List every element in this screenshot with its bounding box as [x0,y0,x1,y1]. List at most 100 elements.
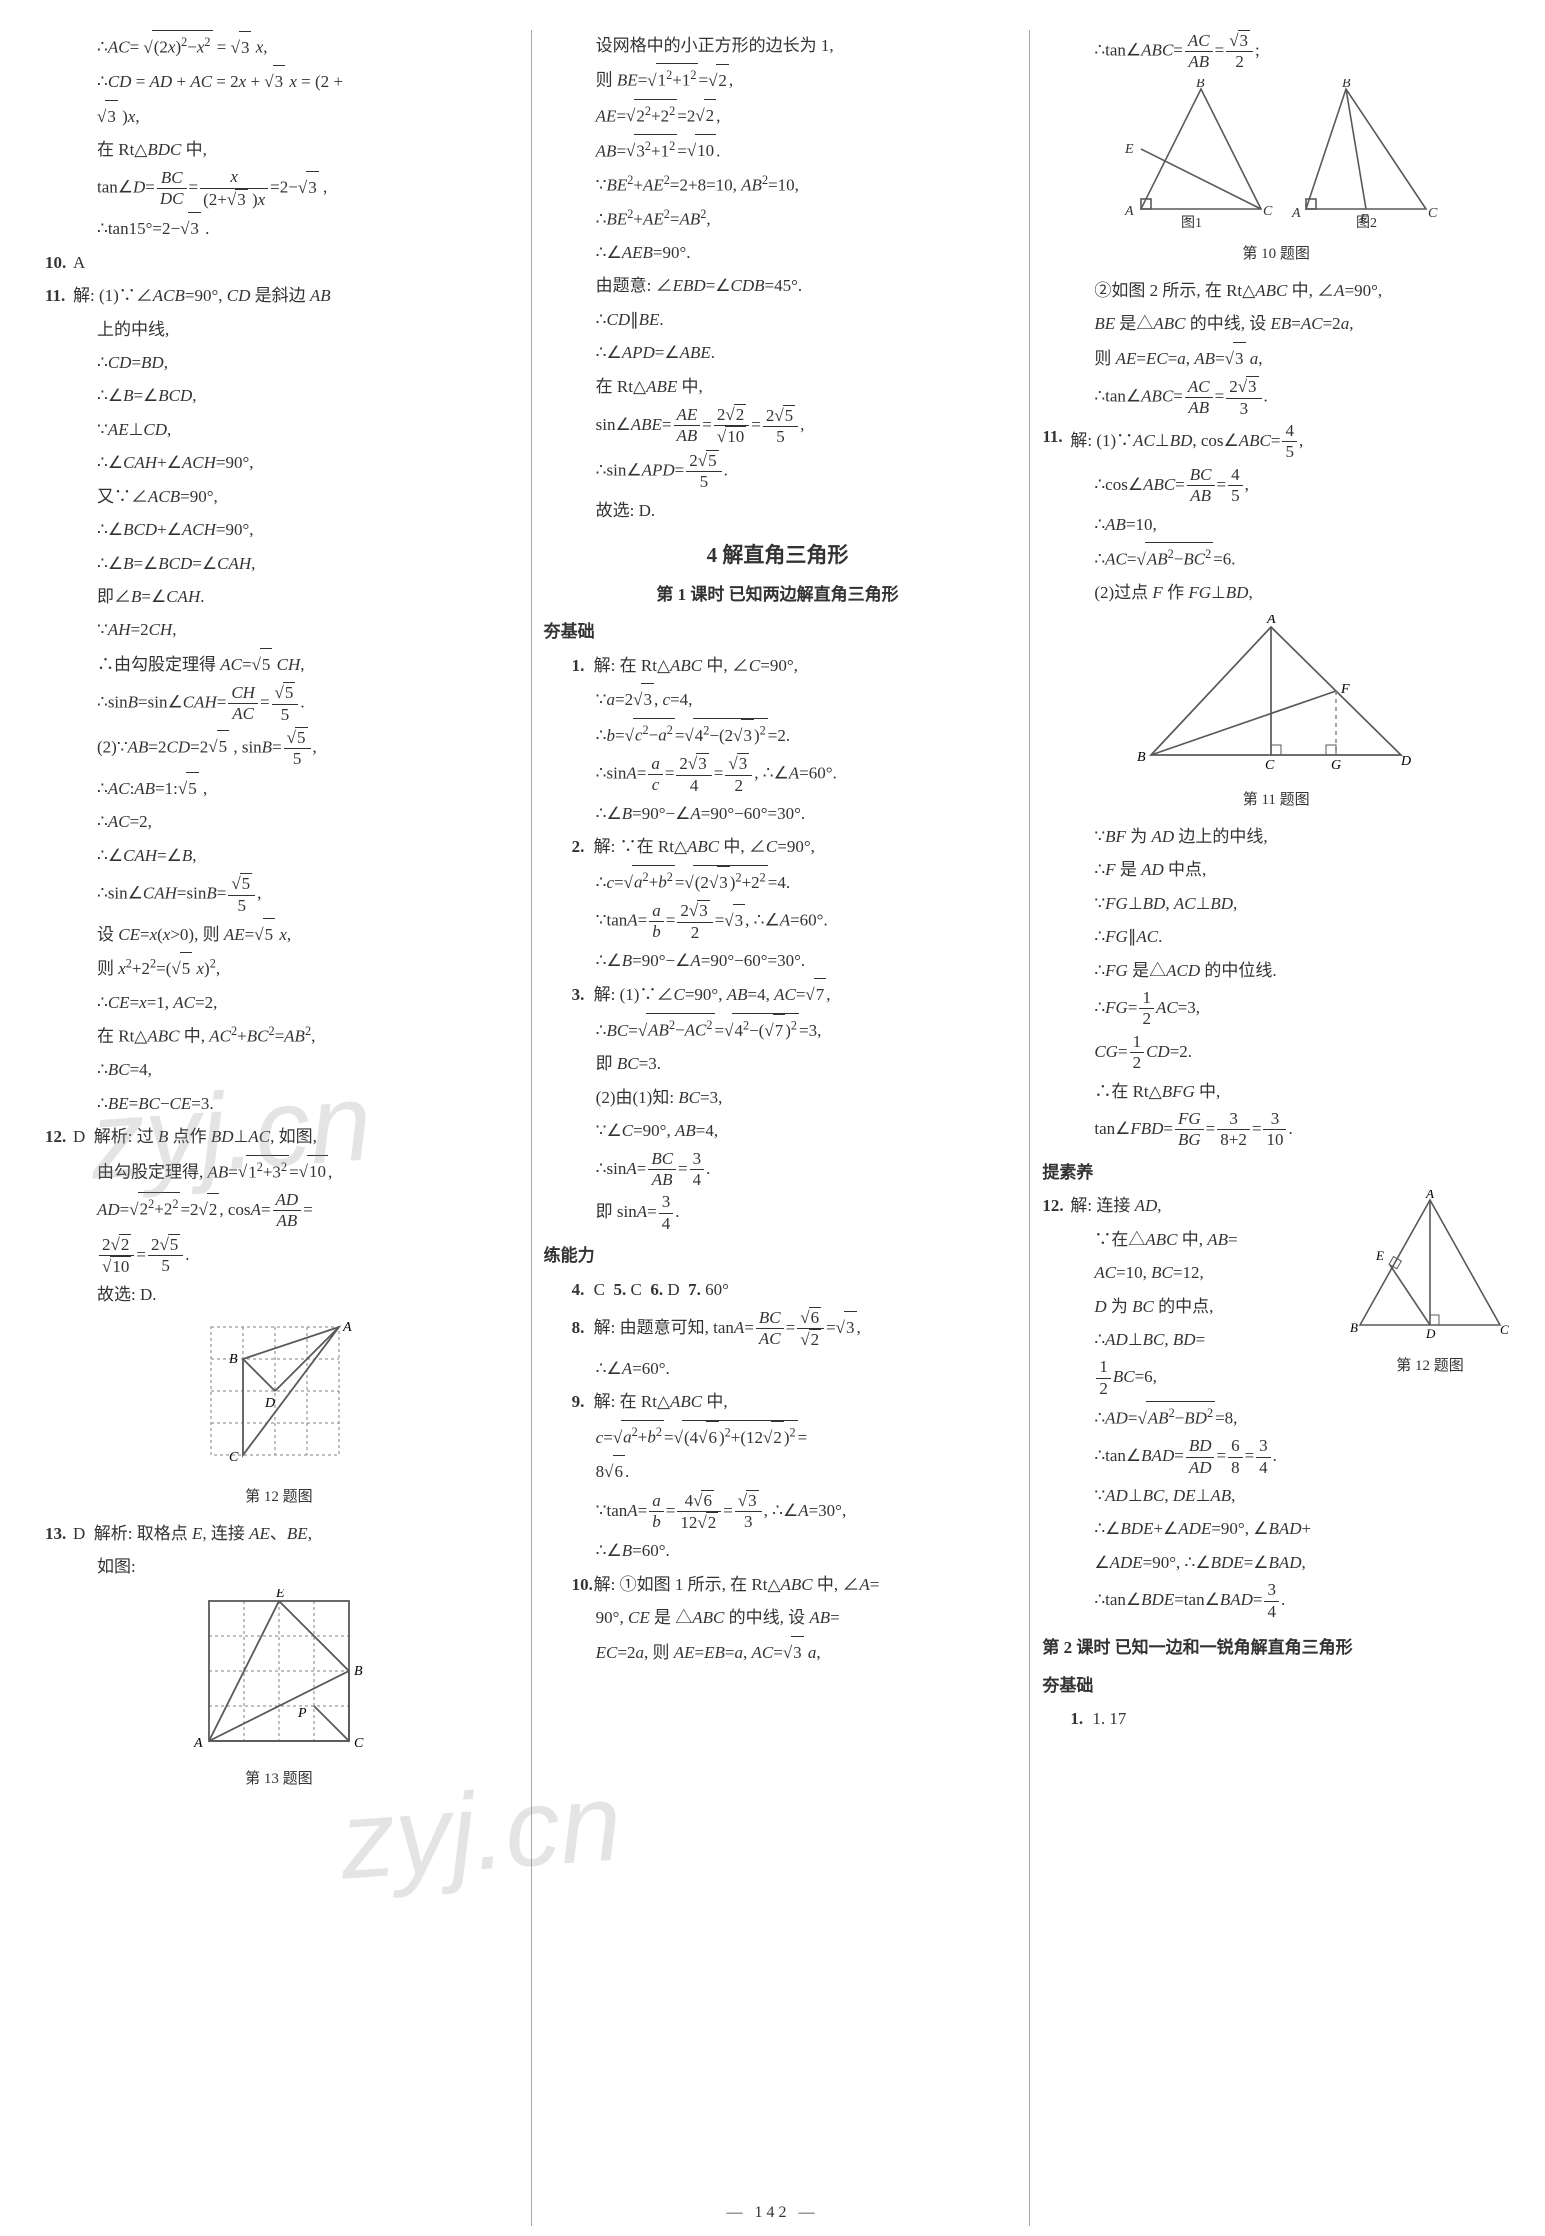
text-line: ∵FG⊥BD, AC⊥BD, [1042,888,1510,919]
text-line: ∴BC=√AB2−AC2=√42−(√7)2=3, [544,1013,1012,1046]
figure-caption: 第 10 题图 [1042,241,1510,269]
text-line: ∴BE=BC−CE=3. [45,1088,513,1119]
svg-text:C: C [354,1736,364,1751]
text-line: ∴FG∥AC. [1042,921,1510,952]
text-line: ∴∠BCD+∠ACH=90°, [45,514,513,545]
text-line: (2)过点 F 作 FG⊥BD, [1042,577,1510,608]
text-line: ∴∠BDE+∠ADE=90°, ∠BAD+ [1042,1513,1510,1544]
svg-text:A: A [342,1320,352,1335]
text-line: ∴∠B=90°−∠A=90°−60°=30°. [544,798,1012,829]
text-line: 1.1. 17 [1042,1703,1510,1734]
subhead: 夯基础 [544,616,1012,647]
text-line: ②如图 2 所示, 在 Rt△ABC 中, ∠A=90°, [1042,275,1510,306]
text-line: 90°, CE 是 △ABC 的中线, 设 AB= [544,1602,1012,1633]
text-line: 12BC=6, [1042,1357,1344,1399]
text-line: 3.解: (1)∵∠C=90°, AB=4, AC=√7, [544,978,1012,1010]
svg-text:图2: 图2 [1356,216,1377,229]
text-line: √3 )x, [45,100,513,132]
text-line: ∵AE⊥CD, [45,414,513,445]
text-line: 2.解: ∵在 Rt△ABC 中, ∠C=90°, [544,831,1012,862]
text-line: 故选: D. [544,495,1012,526]
text-line: 1.解: 在 Rt△ABC 中, ∠C=90°, [544,650,1012,681]
text-line: ∴由勾股定理得 AC=√5 CH, [45,648,513,680]
text-line: 12. D 解析: 过 B 点作 BD⊥AC, 如图, [45,1121,513,1152]
text-line: 设 CE=x(x>0), 则 AE=√5 x, [45,918,513,950]
item-number: 3. [572,979,594,1010]
text-line: ∴sinA=ac=2√34=√32, ∴∠A=60°. [544,753,1012,796]
text-line: 8.解: 由题意可知, tanA=BCAC=√6√2=√3, [544,1307,1012,1351]
text-line: (2)∵AB=2CD=2√5 , sinB=√55, [45,727,513,770]
svg-text:C: C [1428,206,1438,221]
text-line: 9.解: 在 Rt△ABC 中, [544,1386,1012,1417]
text-line: 由勾股定理得, AB=√12+32=√10, [45,1155,513,1188]
item-number: 1. [572,650,594,681]
figure-caption: 第 11 题图 [1042,787,1510,815]
svg-text:E: E [275,1589,285,1601]
item-number: 9. [572,1386,594,1417]
item-number: 12. [1042,1190,1063,1221]
svg-text:C: C [1263,204,1273,219]
text-line: ∴c=√a2+b2=√(2√3)2+22=4. [544,865,1012,898]
svg-text:D: D [1400,754,1411,769]
text-line: ∴∠AEB=90°. [544,237,1012,268]
svg-text:A: A [1266,615,1276,627]
svg-text:C: C [229,1450,239,1465]
text-line: ∴∠A=60°. [544,1353,1012,1384]
page: ∴AC= √(2x)2−x2 = √3 x, ∴CD = AD + AC = 2… [0,0,1545,2236]
text-line: 即 BC=3. [544,1048,1012,1079]
svg-text:图1: 图1 [1181,216,1202,229]
svg-text:B: B [1137,750,1146,765]
text-line: ∴BC=4, [45,1054,513,1085]
item-number: 11. [45,280,65,311]
text-line: ∴在 Rt△BFG 中, [1042,1076,1510,1107]
text-line: ∵BE2+AE2=2+8=10, AB2=10, [544,169,1012,201]
lesson-title: 第 2 课时 已知一边和一锐角解直角三角形 [1042,1632,1510,1663]
text-line: ∴BE2+AE2=AB2, [544,203,1012,235]
svg-text:C: C [1500,1322,1509,1337]
text-line: AB=√32+12=√10. [544,134,1012,167]
text-line: ∴b=√c2−a2=√42−(2√3)2=2. [544,718,1012,751]
text-line: 故选: D. [45,1279,513,1310]
text-line: ∴AC= √(2x)2−x2 = √3 x, [45,30,513,63]
text-line: ∴∠CAH=∠B, [45,840,513,871]
text-line: AC=10, BC=12, [1042,1257,1344,1288]
item-number: 12. [45,1121,66,1152]
figure-caption: 第 12 题图 [45,1484,513,1512]
svg-text:A: A [193,1736,203,1751]
page-number-value: 142 [755,2204,791,2221]
text-line: ∴sin∠CAH=sinB=√55, [45,873,513,916]
text-line: 4.C 5. C 6. D 7. 60° [544,1274,1012,1305]
text-line: ∴FG 是△ACD 的中位线. [1042,955,1510,986]
svg-text:D: D [264,1396,275,1411]
figure-q12-right: A B C D E 第 12 题图 [1350,1190,1510,1380]
text-line: 设网格中的小正方形的边长为 1, [544,30,1012,61]
text-line: 上的中线, [45,314,513,345]
text-line: ∴CD = AD + AC = 2x + √3 x = (2 + [45,65,513,97]
text-line: ∵tanA=ab=4√612√2=√33, ∴∠A=30°, [544,1490,1012,1534]
text-line: ∠ADE=90°, ∴∠BDE=∠BAD, [1042,1547,1510,1578]
text-line: ∴CE=x=1, AC=2, [45,987,513,1018]
section-title: 4 解直角三角形 [544,536,1012,575]
subhead: 练能力 [544,1240,1012,1271]
text-line: 12. 解: 连接 AD, [1042,1190,1344,1221]
text-line: ∴tan∠ABC=ACAB=2√33. [1042,376,1510,419]
svg-text:A: A [1425,1190,1434,1201]
item-number: 1. [1070,1703,1092,1734]
text-line: 则 BE=√12+12=√2, [544,63,1012,96]
text-line: ∴∠B=60°. [544,1535,1012,1566]
text-line: 如图: [45,1551,513,1582]
svg-text:A: A [1291,206,1301,221]
text-line: 10.解: ①如图 1 所示, 在 Rt△ABC 中, ∠A= [544,1569,1012,1600]
text-line: ∴∠B=∠BCD, [45,380,513,411]
text-line: ∴tan15°=2−√3 . [45,212,513,244]
text-line: 11. 解: (1)∵∠ACB=90°, CD 是斜边 AB [45,280,513,311]
column-2: 设网格中的小正方形的边长为 1, 则 BE=√12+12=√2, AE=√22+… [531,30,1012,2226]
svg-text:B: B [1342,79,1351,91]
text-line: ∴cos∠ABC=BCAB=45, [1042,465,1510,507]
svg-text:E: E [1124,142,1134,157]
text-line: ∴AD⊥BC, BD= [1042,1324,1344,1355]
text-line: ∴∠CAH+∠ACH=90°, [45,447,513,478]
page-number: — 142 — [0,2198,1545,2228]
svg-text:A: A [1124,204,1134,219]
text-line: ∴∠B=∠BCD=∠CAH, [45,548,513,579]
